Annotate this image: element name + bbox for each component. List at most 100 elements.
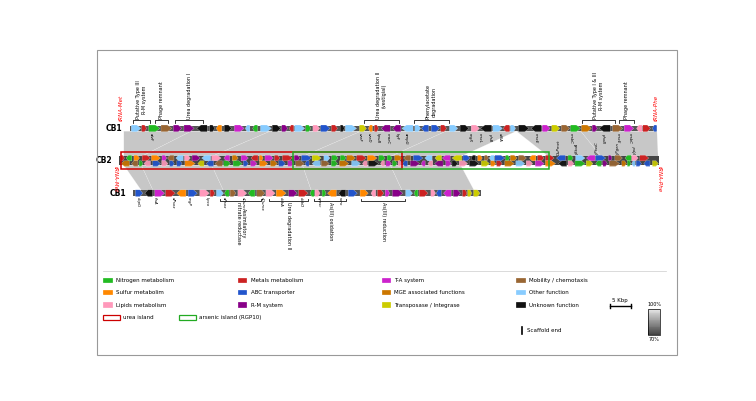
Polygon shape [313,125,320,132]
Text: MGE associated functions: MGE associated functions [395,290,465,295]
Text: As(III) oxidation: As(III) oxidation [328,202,333,241]
Polygon shape [215,161,222,166]
Polygon shape [340,125,345,132]
Polygon shape [185,161,195,166]
Polygon shape [139,161,143,166]
Polygon shape [516,161,525,166]
Bar [104,315,119,320]
Polygon shape [134,155,140,161]
Polygon shape [312,155,321,161]
Polygon shape [340,155,346,161]
Polygon shape [571,125,581,132]
Polygon shape [516,131,601,156]
Polygon shape [192,155,200,161]
Polygon shape [506,155,510,161]
Polygon shape [609,161,620,166]
Text: Lipids metabolism: Lipids metabolism [116,302,166,308]
Polygon shape [209,125,215,132]
Polygon shape [449,125,458,132]
Polygon shape [491,161,496,166]
Text: hpuB: hpuB [376,133,380,143]
Polygon shape [216,125,222,132]
Polygon shape [473,190,480,196]
Polygon shape [627,161,631,166]
Polygon shape [519,125,529,132]
Polygon shape [431,125,439,132]
Polygon shape [271,161,277,166]
Polygon shape [561,125,569,132]
Polygon shape [368,125,373,132]
Text: DuPmet: DuPmet [557,139,562,155]
Text: Urea degradation II
(vestigial): Urea degradation II (vestigial) [376,72,387,119]
Polygon shape [161,125,172,132]
Polygon shape [392,125,401,132]
Bar [648,319,661,320]
Bar [104,290,113,296]
Text: Phenylacetate
degradation: Phenylacetate degradation [426,85,437,119]
Polygon shape [402,161,407,166]
Polygon shape [296,161,305,166]
Polygon shape [652,125,657,132]
Polygon shape [368,161,379,166]
Polygon shape [166,190,175,196]
Bar [648,334,661,335]
Bar [516,277,525,283]
Polygon shape [489,155,494,161]
Polygon shape [468,190,472,196]
Polygon shape [414,190,418,196]
Polygon shape [390,131,516,156]
Polygon shape [459,161,468,166]
Bar [648,317,661,318]
Bar [648,311,661,312]
Polygon shape [632,155,638,161]
Polygon shape [469,161,479,166]
Polygon shape [327,190,336,196]
Text: sDurox: sDurox [260,197,264,211]
Polygon shape [505,161,514,166]
Text: mscE: mscE [616,133,620,143]
Polygon shape [305,161,309,166]
Text: mscE: mscE [534,133,538,143]
Polygon shape [493,125,502,132]
Bar [648,309,661,310]
Polygon shape [299,190,308,196]
Polygon shape [552,125,560,132]
Polygon shape [184,125,194,132]
Polygon shape [184,155,191,161]
Polygon shape [315,190,320,196]
Text: sDuro: sDuro [241,197,245,209]
Polygon shape [212,165,311,190]
Polygon shape [173,125,181,132]
Polygon shape [162,155,167,161]
Polygon shape [485,155,488,161]
Polygon shape [380,161,385,166]
Bar [648,325,661,326]
Polygon shape [442,155,451,161]
Bar [648,316,661,317]
Bar [648,320,661,321]
Polygon shape [282,125,287,132]
Polygon shape [575,161,585,166]
Polygon shape [452,161,457,166]
Polygon shape [188,190,197,196]
Polygon shape [210,190,215,196]
Polygon shape [402,125,413,132]
Text: Unknown function: Unknown function [529,302,579,308]
Text: Putative Type I & III
R-M system: Putative Type I & III R-M system [593,72,604,119]
Text: Other function: Other function [529,290,569,295]
Polygon shape [359,125,367,132]
Bar [238,302,247,308]
Polygon shape [503,125,510,132]
Polygon shape [495,155,505,161]
Text: Scaffold end: Scaffold end [527,328,562,333]
Polygon shape [169,161,175,166]
Polygon shape [321,125,330,132]
Polygon shape [274,155,280,161]
Polygon shape [224,155,230,161]
Polygon shape [415,125,420,132]
Polygon shape [198,161,204,166]
Text: plsB: plsB [488,133,491,141]
Polygon shape [362,161,367,166]
Text: ABC transporter: ABC transporter [251,290,295,295]
Bar [104,277,113,283]
